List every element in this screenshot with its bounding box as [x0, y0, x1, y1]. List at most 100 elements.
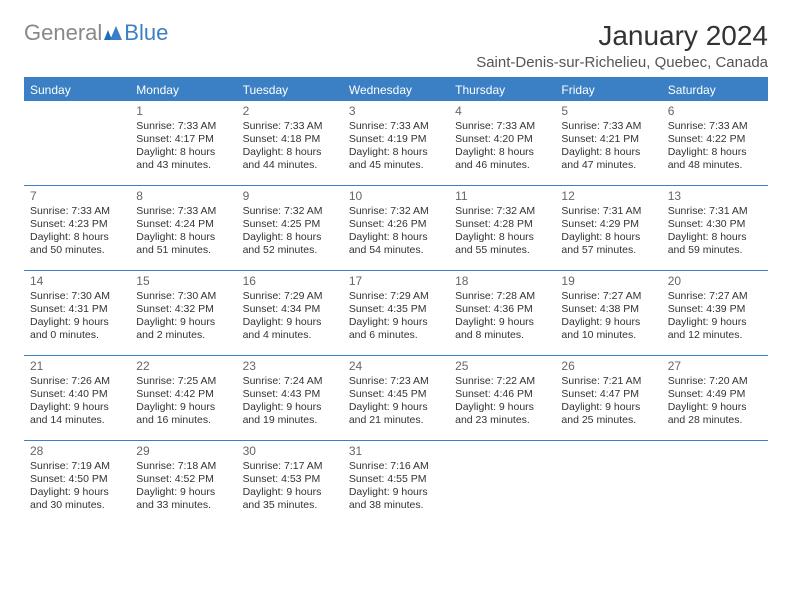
- day-cell: 21Sunrise: 7:26 AMSunset: 4:40 PMDayligh…: [24, 356, 130, 440]
- sunrise-text: Sunrise: 7:27 AM: [668, 290, 762, 303]
- sunset-text: Sunset: 4:29 PM: [561, 218, 655, 231]
- daylight-text: and 16 minutes.: [136, 414, 230, 427]
- sunrise-text: Sunrise: 7:33 AM: [136, 120, 230, 133]
- day-cell: 25Sunrise: 7:22 AMSunset: 4:46 PMDayligh…: [449, 356, 555, 440]
- day-number: 31: [349, 444, 443, 459]
- sunrise-text: Sunrise: 7:24 AM: [243, 375, 337, 388]
- daylight-text: and 14 minutes.: [30, 414, 124, 427]
- daylight-text: Daylight: 9 hours: [243, 486, 337, 499]
- day-number: 17: [349, 274, 443, 289]
- daylight-text: Daylight: 9 hours: [455, 401, 549, 414]
- daylight-text: Daylight: 8 hours: [30, 231, 124, 244]
- sunset-text: Sunset: 4:22 PM: [668, 133, 762, 146]
- sunset-text: Sunset: 4:55 PM: [349, 473, 443, 486]
- daylight-text: and 4 minutes.: [243, 329, 337, 342]
- sunrise-text: Sunrise: 7:33 AM: [136, 205, 230, 218]
- sunset-text: Sunset: 4:23 PM: [30, 218, 124, 231]
- sunset-text: Sunset: 4:52 PM: [136, 473, 230, 486]
- day-number: 2: [243, 104, 337, 119]
- daylight-text: Daylight: 9 hours: [30, 316, 124, 329]
- day-cell: 19Sunrise: 7:27 AMSunset: 4:38 PMDayligh…: [555, 271, 661, 355]
- daylight-text: and 54 minutes.: [349, 244, 443, 257]
- sunrise-text: Sunrise: 7:21 AM: [561, 375, 655, 388]
- day-number: 1: [136, 104, 230, 119]
- day-cell: 23Sunrise: 7:24 AMSunset: 4:43 PMDayligh…: [237, 356, 343, 440]
- calendar-page: General Blue January 2024 Saint-Denis-su…: [0, 0, 792, 545]
- day-of-week-row: SundayMondayTuesdayWednesdayThursdayFrid…: [24, 79, 768, 101]
- daylight-text: and 43 minutes.: [136, 159, 230, 172]
- day-cell: 2Sunrise: 7:33 AMSunset: 4:18 PMDaylight…: [237, 101, 343, 185]
- daylight-text: Daylight: 9 hours: [349, 486, 443, 499]
- brand-part2: Blue: [124, 20, 168, 46]
- day-cell: 7Sunrise: 7:33 AMSunset: 4:23 PMDaylight…: [24, 186, 130, 270]
- day-cell: 22Sunrise: 7:25 AMSunset: 4:42 PMDayligh…: [130, 356, 236, 440]
- sunrise-text: Sunrise: 7:31 AM: [561, 205, 655, 218]
- daylight-text: and 12 minutes.: [668, 329, 762, 342]
- sunset-text: Sunset: 4:45 PM: [349, 388, 443, 401]
- daylight-text: and 38 minutes.: [349, 499, 443, 512]
- daylight-text: Daylight: 9 hours: [349, 316, 443, 329]
- daylight-text: and 19 minutes.: [243, 414, 337, 427]
- sunrise-text: Sunrise: 7:19 AM: [30, 460, 124, 473]
- daylight-text: Daylight: 8 hours: [561, 146, 655, 159]
- daylight-text: and 44 minutes.: [243, 159, 337, 172]
- day-cell: 3Sunrise: 7:33 AMSunset: 4:19 PMDaylight…: [343, 101, 449, 185]
- daylight-text: Daylight: 9 hours: [668, 316, 762, 329]
- day-number: 9: [243, 189, 337, 204]
- flag-icon: [104, 20, 124, 46]
- daylight-text: Daylight: 9 hours: [30, 486, 124, 499]
- daylight-text: and 25 minutes.: [561, 414, 655, 427]
- empty-cell: [24, 101, 130, 185]
- sunrise-text: Sunrise: 7:33 AM: [668, 120, 762, 133]
- daylight-text: Daylight: 8 hours: [455, 231, 549, 244]
- sunrise-text: Sunrise: 7:28 AM: [455, 290, 549, 303]
- daylight-text: and 8 minutes.: [455, 329, 549, 342]
- brand-part1: General: [24, 20, 102, 46]
- day-number: 11: [455, 189, 549, 204]
- day-cell: 28Sunrise: 7:19 AMSunset: 4:50 PMDayligh…: [24, 441, 130, 525]
- sunrise-text: Sunrise: 7:32 AM: [243, 205, 337, 218]
- sunrise-text: Sunrise: 7:23 AM: [349, 375, 443, 388]
- sunset-text: Sunset: 4:53 PM: [243, 473, 337, 486]
- sunrise-text: Sunrise: 7:20 AM: [668, 375, 762, 388]
- dow-cell: Monday: [130, 79, 236, 101]
- sunrise-text: Sunrise: 7:18 AM: [136, 460, 230, 473]
- day-cell: 12Sunrise: 7:31 AMSunset: 4:29 PMDayligh…: [555, 186, 661, 270]
- sunrise-text: Sunrise: 7:29 AM: [349, 290, 443, 303]
- empty-cell: [555, 441, 661, 525]
- dow-cell: Wednesday: [343, 79, 449, 101]
- day-cell: 31Sunrise: 7:16 AMSunset: 4:55 PMDayligh…: [343, 441, 449, 525]
- daylight-text: Daylight: 9 hours: [561, 316, 655, 329]
- day-number: 27: [668, 359, 762, 374]
- day-cell: 13Sunrise: 7:31 AMSunset: 4:30 PMDayligh…: [662, 186, 768, 270]
- day-number: 30: [243, 444, 337, 459]
- sunset-text: Sunset: 4:26 PM: [349, 218, 443, 231]
- day-number: 15: [136, 274, 230, 289]
- sunset-text: Sunset: 4:24 PM: [136, 218, 230, 231]
- daylight-text: Daylight: 8 hours: [668, 231, 762, 244]
- sunset-text: Sunset: 4:31 PM: [30, 303, 124, 316]
- sunset-text: Sunset: 4:46 PM: [455, 388, 549, 401]
- daylight-text: Daylight: 9 hours: [668, 401, 762, 414]
- daylight-text: Daylight: 8 hours: [243, 146, 337, 159]
- daylight-text: Daylight: 8 hours: [668, 146, 762, 159]
- week-row: 7Sunrise: 7:33 AMSunset: 4:23 PMDaylight…: [24, 185, 768, 270]
- calendar-grid: SundayMondayTuesdayWednesdayThursdayFrid…: [24, 77, 768, 525]
- location-text: Saint-Denis-sur-Richelieu, Quebec, Canad…: [476, 54, 768, 71]
- daylight-text: and 46 minutes.: [455, 159, 549, 172]
- sunset-text: Sunset: 4:17 PM: [136, 133, 230, 146]
- sunrise-text: Sunrise: 7:30 AM: [30, 290, 124, 303]
- day-number: 6: [668, 104, 762, 119]
- dow-cell: Sunday: [24, 79, 130, 101]
- sunset-text: Sunset: 4:36 PM: [455, 303, 549, 316]
- daylight-text: Daylight: 8 hours: [561, 231, 655, 244]
- sunrise-text: Sunrise: 7:33 AM: [561, 120, 655, 133]
- daylight-text: Daylight: 9 hours: [349, 401, 443, 414]
- sunset-text: Sunset: 4:39 PM: [668, 303, 762, 316]
- week-row: 28Sunrise: 7:19 AMSunset: 4:50 PMDayligh…: [24, 440, 768, 525]
- sunrise-text: Sunrise: 7:32 AM: [455, 205, 549, 218]
- daylight-text: and 51 minutes.: [136, 244, 230, 257]
- day-number: 24: [349, 359, 443, 374]
- daylight-text: Daylight: 8 hours: [455, 146, 549, 159]
- sunset-text: Sunset: 4:19 PM: [349, 133, 443, 146]
